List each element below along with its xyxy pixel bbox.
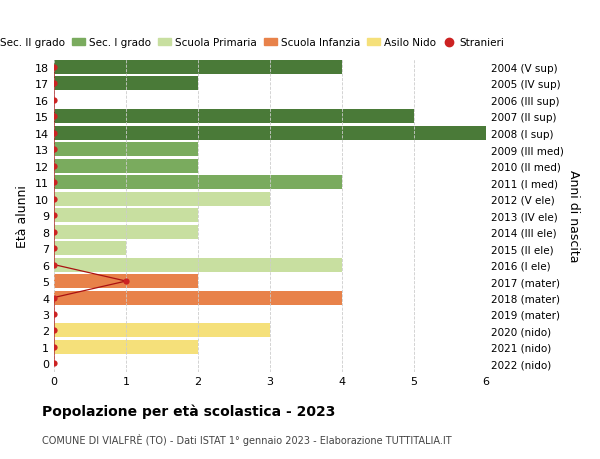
Text: COMUNE DI VIALFRÈ (TO) - Dati ISTAT 1° gennaio 2023 - Elaborazione TUTTITALIA.IT: COMUNE DI VIALFRÈ (TO) - Dati ISTAT 1° g… [42, 433, 452, 445]
Bar [54, 110, 414, 124]
Bar [54, 340, 198, 354]
Bar [54, 143, 198, 157]
Bar [54, 176, 342, 190]
Y-axis label: Anni di nascita: Anni di nascita [568, 169, 580, 262]
Bar [54, 192, 270, 206]
Bar [54, 159, 198, 174]
Bar [54, 209, 198, 223]
Bar [54, 291, 342, 305]
Bar [54, 241, 126, 256]
Bar [54, 61, 342, 75]
Legend: Sec. II grado, Sec. I grado, Scuola Primaria, Scuola Infanzia, Asilo Nido, Stran: Sec. II grado, Sec. I grado, Scuola Prim… [0, 38, 505, 48]
Text: Popolazione per età scolastica - 2023: Popolazione per età scolastica - 2023 [42, 404, 335, 419]
Bar [54, 77, 198, 91]
Bar [54, 258, 342, 272]
Bar [54, 324, 270, 338]
Bar [54, 274, 198, 288]
Bar [54, 127, 486, 140]
Bar [54, 225, 198, 239]
Y-axis label: Età alunni: Età alunni [16, 185, 29, 247]
